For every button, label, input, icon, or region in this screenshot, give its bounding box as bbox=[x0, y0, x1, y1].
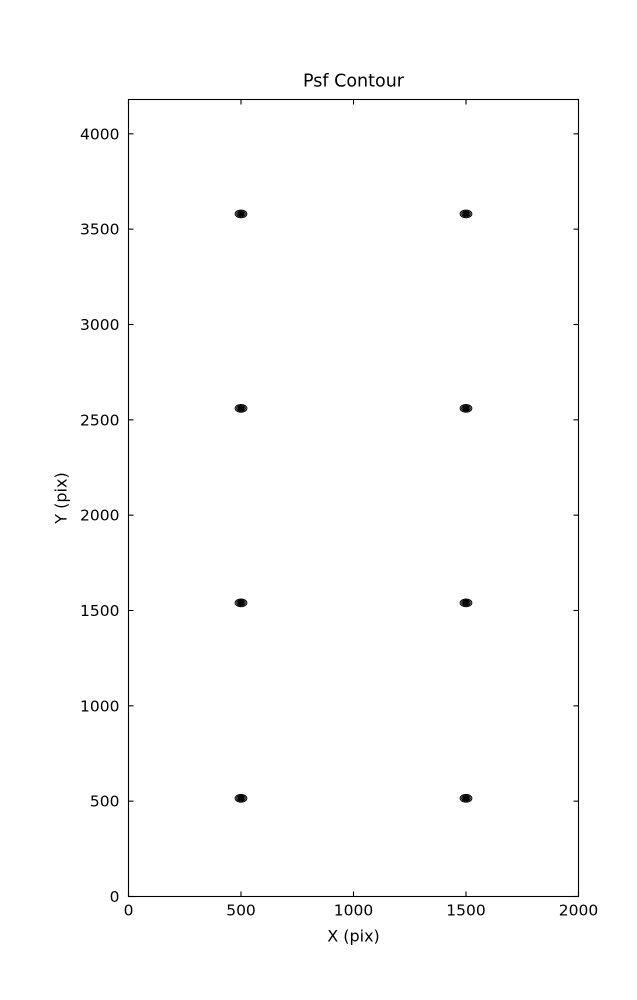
contour-level-ring bbox=[239, 212, 243, 215]
contour-level-ring bbox=[236, 794, 246, 802]
x-tick-label: 0 bbox=[124, 902, 134, 920]
psf-source-contour bbox=[234, 404, 248, 413]
x-axis-label: X (pix) bbox=[327, 927, 380, 946]
contour-level-ring bbox=[459, 598, 473, 608]
x-tick-label: 2000 bbox=[559, 902, 598, 920]
contour-level-ring bbox=[459, 404, 473, 413]
psf-source-contour bbox=[459, 598, 473, 608]
contour-level-ring bbox=[461, 210, 471, 218]
contour-level-ring bbox=[464, 797, 468, 800]
contour-level-ring bbox=[462, 600, 470, 606]
psf-source-contour bbox=[459, 404, 473, 413]
psf-source-contour bbox=[459, 793, 473, 803]
contour-level-ring bbox=[462, 211, 470, 217]
y-tick-label: 3000 bbox=[80, 316, 119, 334]
psf-source-contour bbox=[234, 209, 248, 219]
contour-level-ring bbox=[464, 212, 468, 215]
y-axis-label: Y (pix) bbox=[52, 472, 71, 524]
y-tick-label: 2000 bbox=[80, 507, 119, 525]
contour-level-ring bbox=[236, 599, 246, 607]
contour-level-ring bbox=[234, 598, 248, 608]
contour-level-ring bbox=[237, 211, 245, 217]
contour-level-ring bbox=[239, 407, 243, 410]
contour-level-ring bbox=[461, 599, 471, 607]
contour-level-ring bbox=[464, 407, 468, 410]
contour-level-ring bbox=[237, 795, 245, 801]
contour-level-ring bbox=[236, 210, 246, 218]
y-tick-label: 2500 bbox=[80, 411, 119, 429]
contour-level-ring bbox=[459, 209, 473, 219]
contour-level-ring bbox=[237, 405, 245, 411]
contour-level-ring bbox=[464, 601, 468, 604]
contour-level-ring bbox=[239, 601, 243, 604]
plot-frame bbox=[127, 98, 580, 898]
contour-level-ring bbox=[234, 209, 248, 219]
y-tick-label: 1500 bbox=[80, 602, 119, 620]
contour-level-ring bbox=[462, 405, 470, 411]
y-tick-label: 3500 bbox=[80, 221, 119, 239]
contour-level-ring bbox=[462, 795, 470, 801]
contour-level-ring bbox=[461, 405, 471, 412]
x-tick-label: 1500 bbox=[446, 902, 485, 920]
y-tick-label: 1000 bbox=[80, 697, 119, 715]
contour-level-ring bbox=[237, 600, 245, 606]
psf-source-contour bbox=[234, 793, 248, 803]
y-tick-label: 0 bbox=[110, 888, 120, 906]
y-tick-label: 500 bbox=[90, 793, 120, 811]
contour-level-ring bbox=[236, 405, 246, 412]
psf-source-contour bbox=[459, 209, 473, 219]
page-title: Psf Contour bbox=[303, 72, 405, 92]
x-tick-label: 500 bbox=[226, 902, 256, 920]
x-tick-label: 1000 bbox=[334, 902, 373, 920]
y-tick-label: 4000 bbox=[80, 125, 119, 143]
contour-level-ring bbox=[234, 793, 248, 803]
psf-source-contour bbox=[234, 598, 248, 608]
contour-level-ring bbox=[459, 793, 473, 803]
contour-level-ring bbox=[239, 797, 243, 800]
contour-level-ring bbox=[461, 794, 471, 802]
contour-level-ring bbox=[234, 404, 248, 413]
